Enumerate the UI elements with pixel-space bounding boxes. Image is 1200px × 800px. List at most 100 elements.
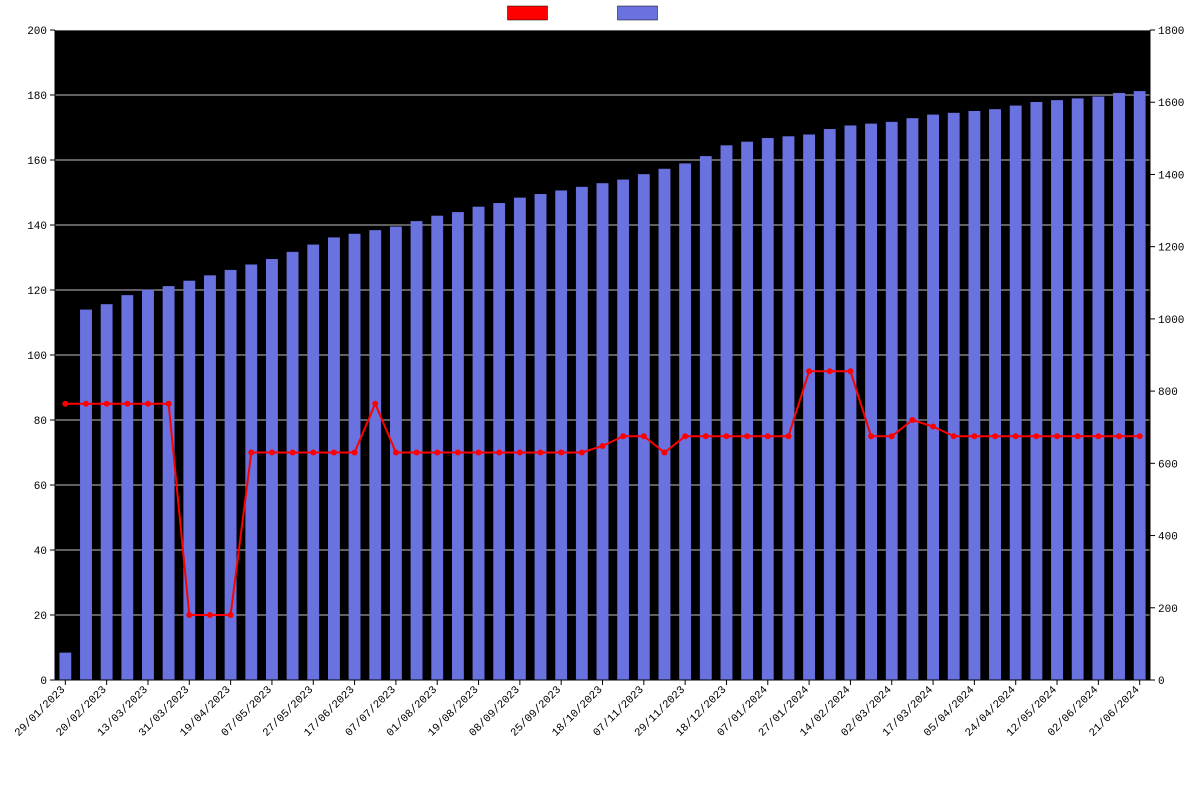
line-marker — [1075, 433, 1081, 439]
line-marker — [269, 450, 275, 456]
line-marker — [352, 450, 358, 456]
bar — [142, 290, 153, 680]
bar — [370, 230, 381, 680]
line-marker — [1095, 433, 1101, 439]
legend-swatch-line — [508, 6, 548, 20]
bar — [679, 164, 690, 680]
y-left-tick-label: 40 — [34, 546, 47, 558]
bar — [308, 245, 319, 680]
line-marker — [517, 450, 523, 456]
line-marker — [414, 450, 420, 456]
line-marker — [538, 450, 544, 456]
line-marker — [847, 368, 853, 374]
line-marker — [806, 368, 812, 374]
line-marker — [290, 450, 296, 456]
y-right-tick-label: 400 — [1158, 532, 1178, 544]
bar — [80, 310, 91, 680]
bar — [514, 198, 525, 680]
y-left-tick-label: 120 — [27, 286, 47, 298]
bar — [122, 295, 133, 680]
y-left-tick-label: 0 — [40, 676, 47, 688]
bar — [762, 138, 773, 680]
bar — [700, 156, 711, 680]
bar — [576, 187, 587, 680]
legend-swatch-bar — [618, 6, 658, 20]
bar — [349, 234, 360, 680]
bar — [597, 183, 608, 680]
bar — [1072, 99, 1083, 680]
y-left-tick-label: 20 — [34, 611, 47, 623]
line-marker — [930, 424, 936, 430]
bar — [721, 146, 732, 680]
line-marker — [579, 450, 585, 456]
line-marker — [1013, 433, 1019, 439]
line-marker — [248, 450, 254, 456]
bar — [266, 259, 277, 680]
line-marker — [703, 433, 709, 439]
y-right-tick-label: 1200 — [1158, 243, 1184, 255]
y-right-tick-label: 1000 — [1158, 315, 1184, 327]
line-marker — [661, 450, 667, 456]
line-marker — [331, 450, 337, 456]
line-marker — [166, 401, 172, 407]
y-left-tick-label: 180 — [27, 91, 47, 103]
line-marker — [765, 433, 771, 439]
bar — [101, 304, 112, 680]
line-marker — [393, 450, 399, 456]
line-marker — [1116, 433, 1122, 439]
bar — [494, 203, 505, 680]
line-marker — [83, 401, 89, 407]
bar — [328, 238, 339, 680]
bar — [948, 113, 959, 680]
line-marker — [600, 443, 606, 449]
chart-container: 0204060801001201401601802000200400600800… — [0, 0, 1200, 800]
line-marker — [434, 450, 440, 456]
line-marker — [785, 433, 791, 439]
y-left-tick-label: 140 — [27, 221, 47, 233]
line-marker — [310, 450, 316, 456]
line-marker — [641, 433, 647, 439]
line-marker — [186, 612, 192, 618]
bar — [638, 174, 649, 680]
y-left-tick-label: 100 — [27, 351, 47, 363]
bar — [927, 115, 938, 680]
bar — [473, 207, 484, 680]
y-left-tick-label: 80 — [34, 416, 47, 428]
bar — [1010, 106, 1021, 680]
bar — [246, 265, 257, 680]
bar — [741, 142, 752, 680]
line-marker — [62, 401, 68, 407]
line-marker — [1137, 433, 1143, 439]
bar — [617, 180, 628, 680]
bar — [803, 135, 814, 680]
bar — [989, 109, 1000, 680]
bar — [163, 286, 174, 680]
bar — [783, 137, 794, 680]
y-left-tick-label: 160 — [27, 156, 47, 168]
bar — [225, 270, 236, 680]
line-marker — [372, 401, 378, 407]
line-marker — [145, 401, 151, 407]
line-marker — [868, 433, 874, 439]
line-marker — [723, 433, 729, 439]
bar — [432, 216, 443, 680]
bar — [1134, 91, 1145, 680]
bar — [184, 281, 195, 680]
line-marker — [951, 433, 957, 439]
line-marker — [971, 433, 977, 439]
line-marker — [1054, 433, 1060, 439]
line-marker — [620, 433, 626, 439]
line-marker — [207, 612, 213, 618]
y-left-tick-label: 200 — [27, 26, 47, 38]
bar — [659, 169, 670, 680]
bar — [452, 212, 463, 680]
y-right-tick-label: 1600 — [1158, 98, 1184, 110]
line-marker — [909, 417, 915, 423]
bar — [1093, 97, 1104, 680]
line-marker — [476, 450, 482, 456]
bar — [1051, 100, 1062, 680]
bar — [60, 653, 71, 680]
y-right-tick-label: 600 — [1158, 459, 1178, 471]
y-right-tick-label: 1800 — [1158, 26, 1184, 38]
line-marker — [744, 433, 750, 439]
